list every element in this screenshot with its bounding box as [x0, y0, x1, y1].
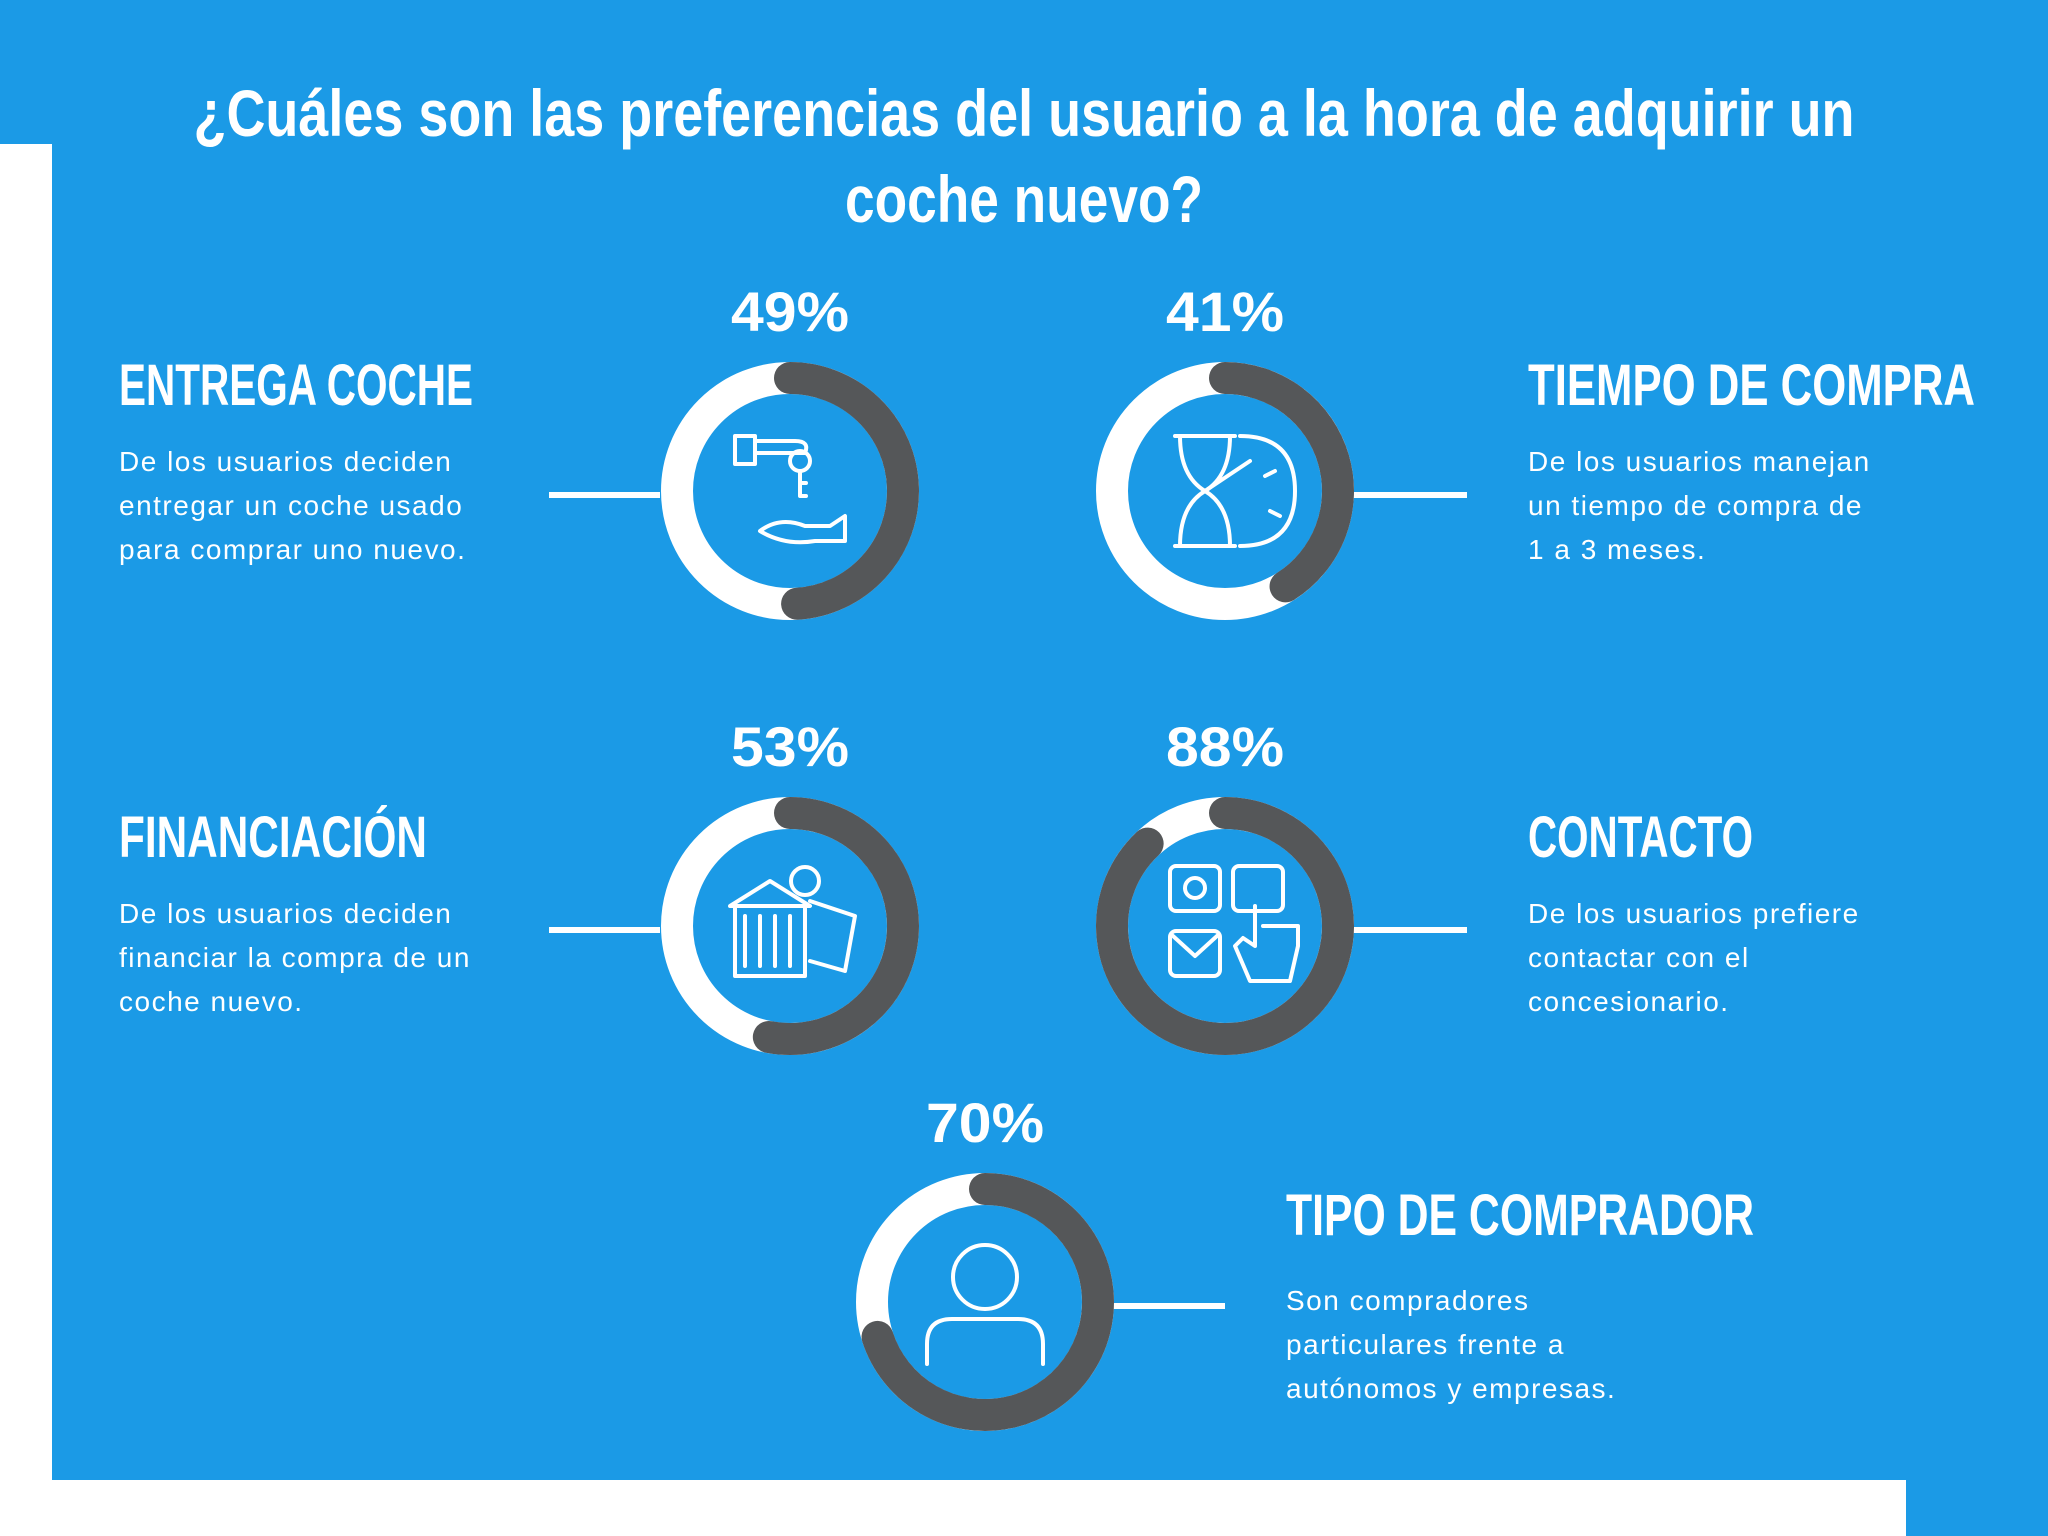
icon-bank	[728, 865, 857, 978]
title-line: coche nuevo?	[845, 162, 1203, 236]
percent-label: 49%	[731, 280, 849, 343]
item-description: coche nuevo.	[119, 986, 304, 1017]
icon-hourglass	[1173, 434, 1297, 548]
item-description: De los usuarios prefiere	[1528, 898, 1860, 929]
item-description: financiar la compra de un	[119, 942, 471, 973]
icon-key-hand	[733, 434, 847, 545]
percent-label: 88%	[1166, 715, 1284, 778]
item-description: De los usuarios manejan	[1528, 446, 1871, 477]
item-heading: TIPO DE COMPRADOR	[1286, 1183, 1754, 1248]
item-description: autónomos y empresas.	[1286, 1373, 1616, 1404]
item-heading: TIEMPO DE COMPRA	[1528, 353, 1975, 418]
item-heading: CONTACTO	[1528, 805, 1753, 870]
item-description: concesionario.	[1528, 986, 1730, 1017]
percent-label: 53%	[731, 715, 849, 778]
item-description: De los usuarios deciden	[119, 898, 452, 929]
ring-arc	[752, 797, 919, 1055]
ring-arc	[1096, 797, 1354, 1055]
item-description: contactar con el	[1528, 942, 1750, 973]
white-strip-bottom	[0, 1480, 1906, 1536]
item-description: para comprar uno nuevo.	[119, 534, 466, 565]
ring-arc	[774, 362, 919, 620]
item-description: Son compradores	[1286, 1285, 1530, 1316]
title-line: ¿Cuáles son las preferencias del usuario…	[194, 76, 1855, 150]
percent-label: 70%	[926, 1091, 1044, 1154]
item-description: un tiempo de compra de	[1528, 490, 1863, 521]
ring-arc	[861, 1173, 1114, 1431]
white-strip-left	[0, 144, 52, 1536]
item-description: particulares frente a	[1286, 1329, 1565, 1360]
percent-label: 41%	[1166, 280, 1284, 343]
item-description: entregar un coche usado	[119, 490, 463, 521]
item-heading: ENTREGA COCHE	[119, 353, 473, 418]
item-heading: FINANCIACIÓN	[119, 805, 427, 870]
item-description: De los usuarios deciden	[119, 446, 452, 477]
icon-person	[925, 1243, 1045, 1366]
icon-contact	[1168, 864, 1300, 983]
item-description: 1 a 3 meses.	[1528, 534, 1706, 565]
ring-arc	[1209, 362, 1354, 603]
